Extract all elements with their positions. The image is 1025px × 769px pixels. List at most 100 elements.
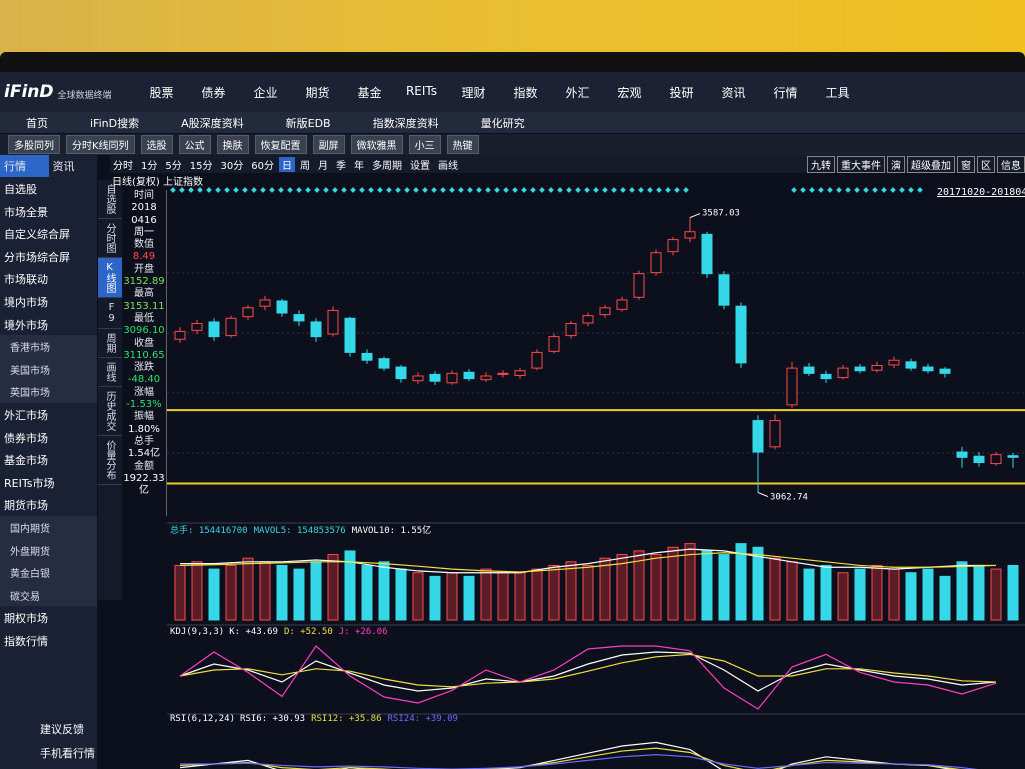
toolbar-button[interactable]: 量化研究 <box>480 116 525 130</box>
side-tab[interactable]: 价量分布 <box>98 436 122 485</box>
sidebar-item[interactable]: 碳交易 <box>0 583 97 607</box>
tool-button[interactable]: 信息 <box>997 155 1025 173</box>
side-tab[interactable]: 分时图 <box>98 219 122 258</box>
volume-bar <box>684 543 696 621</box>
event-marker <box>854 187 860 193</box>
info-value: 8.49 <box>132 251 156 263</box>
tool-button[interactable]: 窗 <box>957 155 975 173</box>
sidebar-item[interactable]: 美国市场 <box>0 357 97 381</box>
menu-item[interactable]: 行情 <box>773 85 798 100</box>
sidebar-item[interactable]: 期货市场 <box>4 499 48 513</box>
sidebar-item[interactable]: 基金市场 <box>4 454 48 468</box>
sidebar-item[interactable]: 境外市场 <box>4 318 48 332</box>
tool-button[interactable]: 超级叠加 <box>907 155 955 173</box>
toolbar-button[interactable]: 指数深度资料 <box>372 116 439 130</box>
toolbar-button[interactable]: iFinD搜索 <box>90 116 140 130</box>
side-tab[interactable]: 历史成交 <box>98 387 122 436</box>
sidebar-item[interactable]: 外盘期货 <box>0 538 97 562</box>
menu-item[interactable]: 基金 <box>357 85 382 100</box>
sidebar-item[interactable]: 市场联动 <box>4 273 48 287</box>
period-button[interactable]: 季 <box>335 160 346 172</box>
tool-button[interactable]: 九转 <box>807 155 835 173</box>
menu-item[interactable]: 期货 <box>305 85 330 100</box>
toolbar-button[interactable]: 副屏 <box>312 135 345 154</box>
toolbar-button[interactable]: 首页 <box>26 116 48 130</box>
menu-item[interactable]: 外汇 <box>565 85 590 100</box>
toolbar-button[interactable]: 新版EDB <box>285 116 331 130</box>
tool-button[interactable]: 重大事件 <box>837 155 885 173</box>
side-tab[interactable]: 画线 <box>98 358 122 387</box>
side-tab[interactable]: 周期 <box>98 329 122 358</box>
period-button[interactable]: 15分 <box>189 160 213 172</box>
period-button[interactable]: 年 <box>353 160 364 172</box>
volume-bar <box>735 543 747 621</box>
date-range: 20171020-201804 <box>937 187 1025 198</box>
sidebar-item[interactable]: 境内市场 <box>4 295 48 309</box>
period-button[interactable]: 画线 <box>437 160 458 172</box>
menu-item[interactable]: 投研 <box>669 85 694 100</box>
period-button[interactable]: 分时 <box>113 160 133 172</box>
period-button[interactable]: 30分 <box>220 160 244 172</box>
menu-item[interactable]: 理财 <box>461 85 486 100</box>
sidebar-item[interactable]: 国内期货 <box>0 515 97 539</box>
info-label: 数值 <box>134 239 154 251</box>
toolbar-button[interactable]: 微软雅黑 <box>350 135 403 154</box>
toolbar-button[interactable]: 分时K线同列 <box>66 135 135 154</box>
toolbar-button[interactable]: 多股同列 <box>8 135 60 154</box>
sidebar-item[interactable]: 自选股 <box>4 183 37 196</box>
period-button[interactable]: 1分 <box>141 160 158 172</box>
sidebar-item[interactable]: 期权市场 <box>4 612 48 626</box>
event-marker <box>314 187 320 193</box>
indicator-label: KDJ(9,3,3) <box>170 627 224 637</box>
menu-item[interactable]: 资讯 <box>721 85 746 100</box>
toolbar-button[interactable]: 小三 <box>408 135 441 154</box>
period-button[interactable]: 周 <box>299 160 310 172</box>
menu-item[interactable]: 股票 <box>149 85 174 100</box>
sidebar-tab[interactable]: 行情 <box>0 155 49 177</box>
menu-item[interactable]: 企业 <box>253 85 278 100</box>
candle-body <box>174 330 186 340</box>
period-button[interactable]: 设置 <box>409 160 430 172</box>
chart-security: 上证指数 <box>163 177 203 188</box>
period-button[interactable]: 多周期 <box>371 160 402 172</box>
period-button[interactable]: 月 <box>317 160 328 172</box>
sidebar-item[interactable]: 香港市场 <box>0 335 97 358</box>
menu-item[interactable]: 债券 <box>201 85 226 100</box>
sidebar-item[interactable]: 指数行情 <box>4 634 48 648</box>
sidebar-item[interactable]: REITs市场 <box>4 476 55 490</box>
chart-title: 日线(复权) 上证指数 <box>112 173 203 188</box>
sidebar-link[interactable]: 手机看行情 <box>40 747 95 760</box>
toolbar-button[interactable]: A股深度资料 <box>181 116 244 130</box>
tool-button[interactable]: 演 <box>887 155 905 173</box>
menu-item[interactable]: REITs <box>405 83 438 98</box>
toolbar-button[interactable]: 换肤 <box>216 135 249 154</box>
volume-bar <box>514 572 526 621</box>
period-button[interactable]: 5分 <box>165 160 182 172</box>
tool-button[interactable]: 区 <box>977 155 995 173</box>
bezel <box>0 52 1025 74</box>
toolbar-button[interactable]: 选股 <box>140 135 173 154</box>
side-tab[interactable]: F9 <box>98 298 122 329</box>
candle-body <box>854 366 866 372</box>
toolbar-button[interactable]: 公式 <box>178 135 211 154</box>
menu-item[interactable]: 工具 <box>825 85 850 100</box>
sidebar-item[interactable]: 分市场综合屏 <box>4 250 70 264</box>
sidebar-item[interactable]: 市场全景 <box>4 205 48 219</box>
side-tab[interactable]: 自选股 <box>98 180 122 219</box>
sidebar-item[interactable]: 自定义综合屏 <box>4 228 70 242</box>
sidebar-item[interactable]: 债券市场 <box>4 431 48 445</box>
period-button[interactable]: 60分 <box>251 160 274 172</box>
sidebar-link[interactable]: 建议反馈 <box>40 723 84 736</box>
sidebar-item[interactable]: 黄金白银 <box>0 561 97 584</box>
side-tab[interactable]: K线图 <box>98 258 122 298</box>
period-button[interactable]: 日 <box>278 156 295 172</box>
sidebar-tab[interactable]: 资讯 <box>52 160 75 173</box>
menu-item[interactable]: 指数 <box>513 85 538 100</box>
event-marker <box>368 187 374 193</box>
toolbar-button[interactable]: 恢复配置 <box>254 135 307 154</box>
toolbar-button[interactable]: 热键 <box>446 135 479 154</box>
sidebar-item[interactable]: 英国市场 <box>0 380 97 403</box>
event-marker <box>224 187 230 193</box>
sidebar-item[interactable]: 外汇市场 <box>4 408 48 422</box>
menu-item[interactable]: 宏观 <box>617 85 642 100</box>
